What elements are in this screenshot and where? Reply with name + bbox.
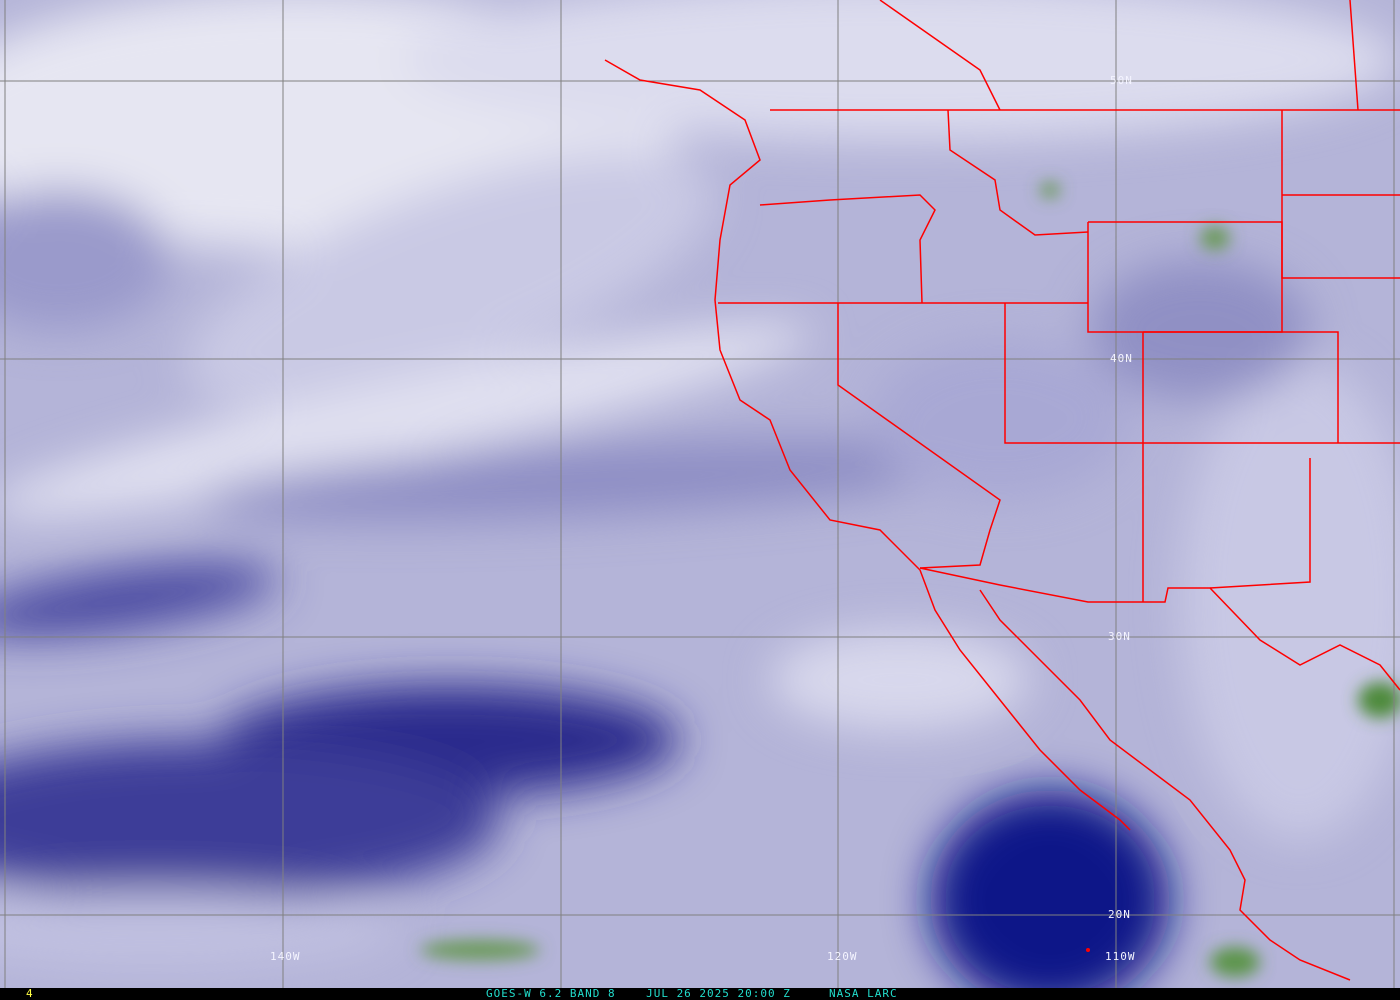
cloud-tops [420, 182, 1400, 977]
lat-label-50n: 50N [1110, 74, 1133, 87]
footer-bar: 4 GOES-W 6.2 BAND 8 JUL 26 2025 20:00 Z … [0, 988, 1400, 1000]
lon-label-110w: 110W [1105, 950, 1136, 963]
lat-label-30n: 30N [1108, 630, 1131, 643]
frame-number: 4 [26, 987, 33, 1000]
lon-label-120w: 120W [827, 950, 858, 963]
political-boundaries [604, 0, 1400, 981]
marker-dot [1086, 948, 1090, 952]
lon-label-140w: 140W [270, 950, 301, 963]
lat-label-40n: 40N [1110, 352, 1133, 365]
lat-label-20n: 20N [1108, 908, 1131, 921]
image-caption: GOES-W 6.2 BAND 8 JUL 26 2025 20:00 Z NA… [486, 987, 898, 1000]
